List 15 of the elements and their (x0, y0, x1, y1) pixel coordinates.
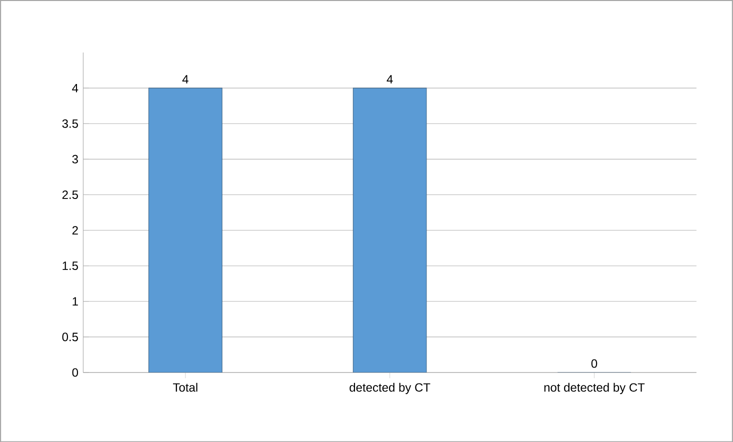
data-label: 4 (386, 74, 393, 84)
y-tick-label: 3 (72, 154, 78, 164)
y-tick-label: 4 (72, 84, 78, 92)
y-tick-label: 0 (72, 368, 78, 377)
data-label: 4 (182, 74, 188, 84)
y-tick-label: 2.5 (62, 190, 78, 199)
y-tick-label: 2 (72, 226, 78, 234)
y-tick-label: 1.5 (62, 261, 78, 270)
y-tick-label: 0.5 (62, 332, 78, 342)
x-tick-label: not detected by CT (544, 382, 645, 394)
y-tick-label: 3.5 (62, 119, 78, 128)
x-tick-label: detected by CT (350, 382, 430, 394)
data-label: 0 (591, 359, 598, 368)
x-tick-label: Total (173, 382, 198, 392)
y-tick-label: 1 (72, 297, 78, 306)
